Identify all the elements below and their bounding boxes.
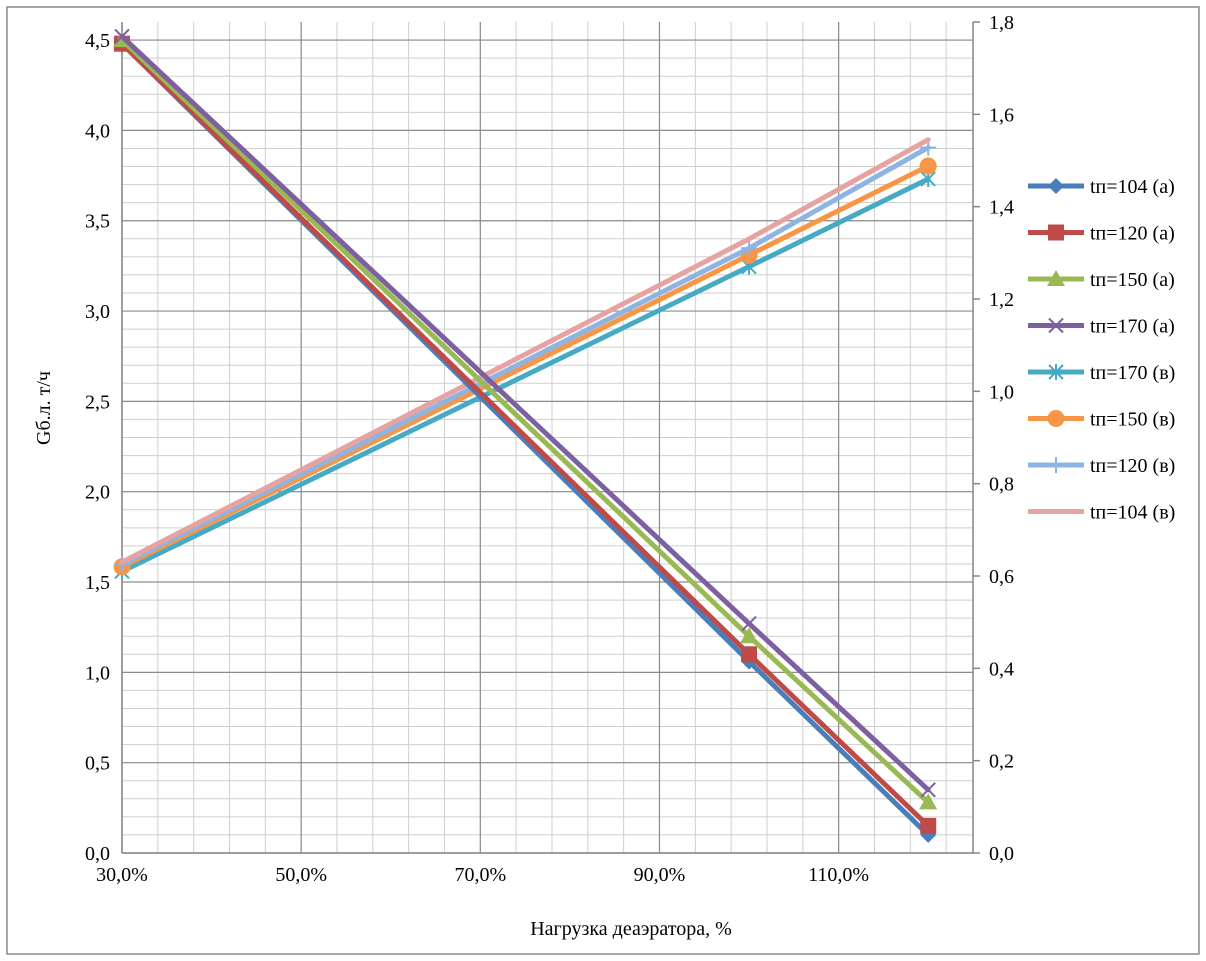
- point-marker-triangle: [740, 627, 759, 644]
- series-group: [114, 35, 937, 834]
- point-marker-triangle: [1047, 270, 1065, 286]
- legend: tп=104 (а) tп=120 (а) tп=150 (а) tп=170 (а)…: [1028, 176, 1175, 524]
- legend-label: tп=104 (а): [1090, 176, 1175, 198]
- y2-tick-label: 0,6: [989, 566, 1014, 588]
- y-tick-label: 4,5: [85, 30, 110, 52]
- y2-tick-label: 0,2: [989, 751, 1014, 773]
- gridlines: [121, 22, 973, 854]
- x-tick-label: 70,0%: [454, 864, 506, 886]
- point-marker-plus: [1048, 457, 1064, 473]
- series-group: [114, 28, 936, 798]
- y-tick-label: 1,5: [85, 572, 110, 594]
- point-marker-diamond: [1048, 178, 1064, 194]
- y-tick-label: 2,0: [85, 482, 110, 504]
- series-layer: [113, 28, 938, 843]
- legend-item: tп=150 (в): [1028, 409, 1175, 431]
- point-marker-star: [1048, 364, 1064, 380]
- series-group: [119, 137, 931, 565]
- chart-border: [6, 6, 1200, 955]
- tick-labels: 0,0 0,5 1,0 1,5 2,0 2,5 3,0 3,5 4,0 4,5 0,0 0,2 0,4 0…: [85, 12, 1014, 886]
- x-tick-label: 30,0%: [96, 864, 148, 886]
- legend-item: tп=170 (в): [1028, 362, 1175, 384]
- point-marker-circle: [1047, 410, 1065, 427]
- point-marker-square: [741, 646, 758, 663]
- axes: [121, 21, 980, 854]
- legend-item: tп=150 (а): [1028, 269, 1175, 291]
- y-tick-label: 0,5: [85, 753, 110, 775]
- legend-label: tп=120 (в): [1090, 455, 1175, 477]
- point-marker-triangle: [919, 793, 938, 810]
- point-marker-plus: [741, 240, 758, 257]
- legend-label: tп=170 (а): [1090, 316, 1175, 338]
- y-tick-label: 4,0: [85, 120, 110, 142]
- x-tick-label: 110,0%: [808, 864, 869, 886]
- legend-label: tп=150 (а): [1090, 269, 1175, 291]
- y-tick-label: 2,5: [85, 391, 110, 413]
- y-tick-label: 3,0: [85, 301, 110, 323]
- point-marker-x: [741, 615, 757, 632]
- legend-item: tп=104 (а): [1028, 176, 1175, 198]
- y-tick-label: 0,0: [85, 843, 110, 865]
- y2-tick-label: 1,0: [989, 381, 1014, 403]
- legend-label: tп=150 (в): [1090, 409, 1175, 431]
- y2-tick-label: 0,8: [989, 474, 1014, 496]
- x-tick-label: 90,0%: [634, 864, 686, 886]
- y-axis-title: Gб.л. т/ч: [33, 371, 55, 445]
- point-marker-square: [920, 817, 937, 834]
- y2-tick-label: 0,0: [989, 843, 1014, 865]
- point-marker-x: [1048, 317, 1064, 334]
- legend-label: tп=104 (в): [1090, 502, 1175, 524]
- y2-tick-label: 1,6: [989, 104, 1014, 126]
- legend-label: tп=120 (а): [1090, 223, 1175, 245]
- legend-item: tп=104 (в): [1028, 502, 1175, 524]
- y2-tick-label: 1,2: [989, 289, 1014, 311]
- point-marker-x: [114, 28, 130, 45]
- x-tick-label: 50,0%: [275, 864, 327, 886]
- point-marker-square: [1048, 224, 1064, 241]
- series-line: [119, 137, 931, 565]
- legend-item: tп=120 (а): [1028, 223, 1175, 245]
- y2-tick-label: 0,4: [989, 658, 1014, 680]
- x-axis-title: Нагрузка деаэратора, %: [530, 918, 732, 940]
- y-tick-label: 1,0: [85, 662, 110, 684]
- point-marker-x: [920, 782, 936, 798]
- y-tick-label: 3,5: [85, 211, 110, 233]
- y2-tick-label: 1,8: [989, 12, 1014, 34]
- point-marker-circle: [919, 157, 937, 175]
- legend-label: tп=170 (в): [1090, 362, 1175, 384]
- legend-item: tп=170 (а): [1028, 316, 1175, 338]
- legend-item: tп=120 (в): [1028, 455, 1175, 477]
- y2-tick-label: 1,4: [989, 197, 1014, 219]
